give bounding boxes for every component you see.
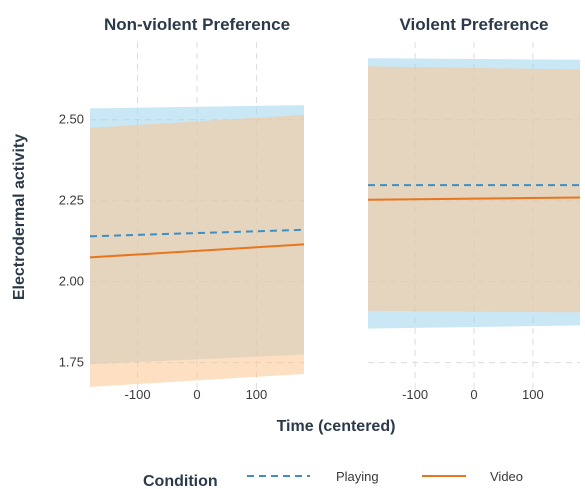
legend-title: Condition <box>143 473 218 489</box>
x-tick-label: 0 <box>193 387 200 402</box>
ci-band-video <box>368 66 580 313</box>
series-line-video <box>89 243 305 259</box>
x-tick-label: -100 <box>402 387 428 402</box>
x-tick-label: -100 <box>125 387 151 402</box>
facet-title: Violent Preference <box>400 15 549 34</box>
y-tick-label: 2.00 <box>59 274 84 289</box>
y-axis: 1.75 2.00 2.25 2.50 <box>59 112 84 370</box>
legend-label-playing: Playing <box>336 469 379 484</box>
y-tick-label: 2.25 <box>59 193 84 208</box>
x-axis-title: Time (centered) <box>277 418 396 435</box>
y-tick-label: 2.50 <box>59 112 84 127</box>
series-line-video <box>367 196 581 201</box>
y-tick-label: 1.75 <box>59 355 84 370</box>
x-tick-label: 0 <box>470 387 477 402</box>
facet-panel-2: Violent Preference -100 0 100 <box>367 15 581 402</box>
legend-label-video: Video <box>490 469 523 484</box>
x-tick-label: 100 <box>522 387 544 402</box>
facet-title: Non-violent Preference <box>104 15 290 34</box>
facet-panel-1: Non-violent Preference -100 0 100 <box>89 15 305 402</box>
legend: Condition Playing Video <box>143 469 523 489</box>
x-tick-label: 100 <box>246 387 268 402</box>
y-axis-title: Electrodermal activity <box>11 134 28 300</box>
